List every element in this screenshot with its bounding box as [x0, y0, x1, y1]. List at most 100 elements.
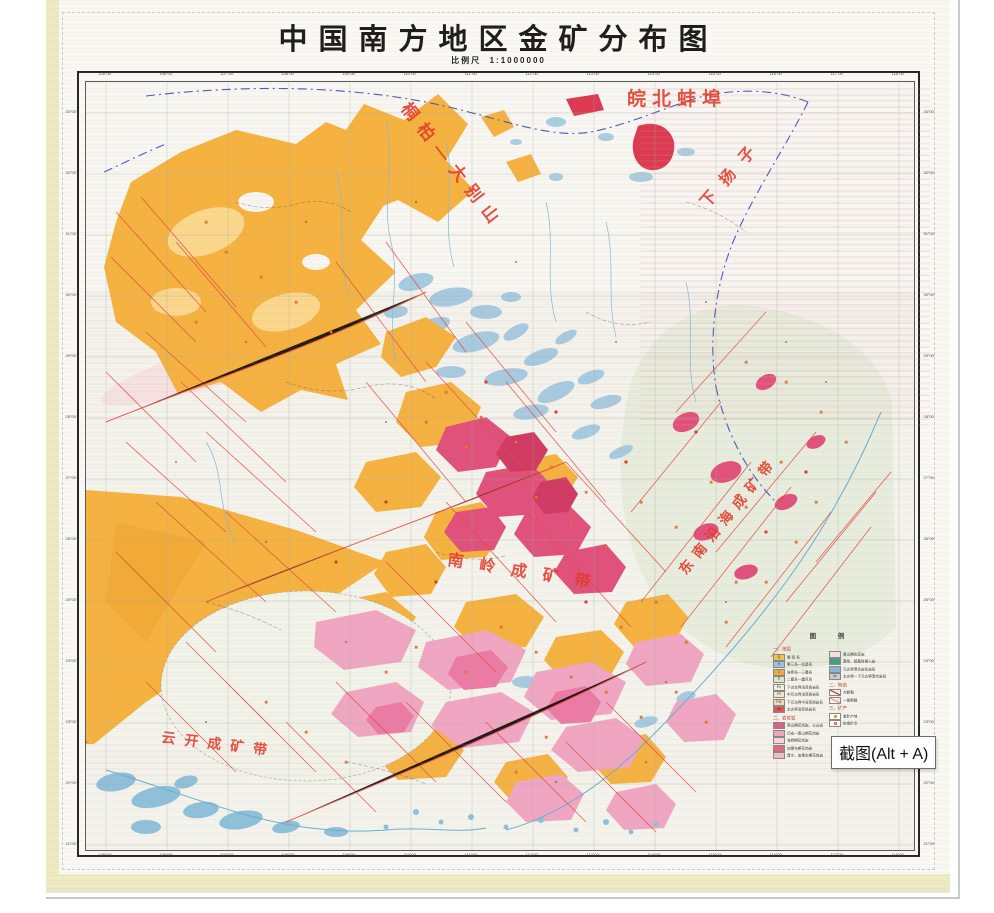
- page-edge-shadow: [46, 888, 950, 891]
- legend-row: P 二叠系—震旦系: [773, 676, 827, 683]
- legend-swatch: J: [773, 668, 785, 676]
- legend-row: 加里东期花岗岩: [773, 744, 827, 752]
- legend-header-structure: 二、构造: [829, 682, 848, 688]
- legend-row-label: 太古界—下元古界混合岩系: [843, 674, 887, 680]
- legend-row-label: 喜山期玄武岩: [843, 652, 865, 657]
- legend-row: 大断裂: [829, 689, 883, 696]
- legend-swatch: Q: [773, 653, 785, 661]
- scale-value: 1:1000000: [489, 56, 546, 65]
- legend-row-label: 元古界混合岩化岩系: [843, 667, 876, 672]
- screenshot-tooltip: 截图(Alt + A): [831, 736, 937, 769]
- legend-row: 基性、超基性侵入岩: [829, 658, 883, 665]
- legend-row: 印支—燕山期花岗岩: [773, 729, 827, 737]
- legend-row: 海西期花岗岩: [773, 737, 827, 744]
- legend-row-label: 燕山期花岗岩、火山岩: [787, 723, 824, 729]
- fault-lines: [105, 196, 892, 833]
- legend-swatch: [829, 658, 841, 665]
- legend-row-label: 一般断裂: [843, 698, 858, 703]
- legend-row: 砂金矿点: [829, 720, 883, 727]
- legend-row: J 侏罗系—三叠系: [773, 668, 827, 676]
- map-scale: 比例尺 1:1000000: [77, 55, 920, 66]
- page-decorative-border: [62, 12, 935, 870]
- legend-row: 晋宁、加里东期花岗岩: [773, 752, 827, 759]
- map-inner-frame: [85, 81, 915, 851]
- legend-swatch: [773, 722, 785, 729]
- region-coastal-blue: [96, 772, 659, 837]
- region-east-highland: [620, 305, 896, 670]
- legend-column-right: 喜山期玄武岩基性、超基性侵入岩 元古界混合岩化岩系 Ar 太古界—下元古界混合岩系 二…: [829, 644, 887, 728]
- legend-row-label: 大断裂: [843, 690, 854, 696]
- scale-label: 比例尺: [451, 56, 482, 65]
- page-title: 中国南方地区金矿分布图: [278, 24, 719, 56]
- boundary-squiggles: [205, 201, 747, 785]
- legend-swatch: K: [773, 661, 785, 668]
- legend-row-label: 砂金矿点: [843, 721, 858, 727]
- page-edge-left: [46, 0, 59, 893]
- map-text-specks: [86, 201, 827, 783]
- legend-row: 一般断裂: [829, 696, 883, 704]
- legend-header-minerals: 三、矿产: [829, 705, 848, 712]
- rivers: [205, 121, 697, 543]
- legend-swatch: Pz: [773, 683, 785, 691]
- graticule-grid: [86, 82, 914, 850]
- legend-swatch: [829, 665, 841, 673]
- region-nw-orange: [104, 122, 396, 412]
- legend-row: 元古界混合岩化岩系: [829, 665, 883, 673]
- legend-row-label: 加里东期花岗岩: [787, 746, 813, 751]
- legend-row: 喜山期玄武岩: [829, 650, 883, 658]
- legend-row-label: 基性、超基性侵入岩: [843, 659, 876, 665]
- legend-title: 图 例: [809, 633, 855, 640]
- legend-row-label: 海西期花岗岩: [787, 738, 809, 744]
- map-outer-frame: [77, 71, 920, 857]
- legend-swatch: Ar: [829, 673, 841, 680]
- legend-swatch: [773, 737, 785, 744]
- legend-row-label: 侏罗系—三叠系: [787, 670, 813, 675]
- legend-swatch: Ar: [773, 706, 785, 713]
- region-label-wanbei-bengbu: 皖北蚌埠: [627, 89, 728, 110]
- legend-strata-rows-2: 喜山期玄武岩基性、超基性侵入岩 元古界混合岩化岩系 Ar 太古界—下元古界混合岩系: [829, 650, 887, 680]
- legend-row-label: 第 四 系: [787, 655, 800, 660]
- legend-structure-rows: 大断裂 一般断裂: [829, 689, 883, 704]
- fault-major-symbol: [829, 689, 841, 696]
- legend-row: Ar 太古界—下元古界混合岩系: [829, 673, 887, 680]
- legend-row: Pz 下古生界浅变质岩系: [773, 683, 827, 691]
- legend-swatch: [829, 650, 841, 658]
- gold-occurrence-markers: [334, 380, 808, 604]
- legend-swatch: P: [773, 676, 785, 683]
- dashed-boundary: [103, 87, 809, 503]
- geological-map-image: [86, 82, 914, 850]
- legend-swatch: [773, 752, 785, 759]
- legend-row: Pt1 下元古界中深变质岩系: [773, 698, 827, 706]
- legend-swatch: [773, 729, 785, 737]
- legend-row: 金矿产地: [829, 712, 883, 720]
- legend-row-label: 太古界深变质岩系: [787, 707, 816, 713]
- legend-row: Ar 太古界深变质岩系: [773, 706, 827, 713]
- legend-row: Pt 中元古界浅变质岩系: [773, 691, 827, 698]
- region-pale-circle: [160, 590, 452, 782]
- legend-magmatic-rows: 燕山期花岗岩、火山岩 印支—燕山期花岗岩 海西期花岗岩 加里东期花岗岩晋宁、加里东期花…: [773, 722, 827, 759]
- legend-row: K 第三系—白垩系: [773, 661, 827, 668]
- legend-row-label: 第三系—白垩系: [787, 662, 813, 668]
- gold-occurrence-symbol: [829, 720, 841, 727]
- legend-row-label: 晋宁、加里东期花岗岩: [787, 753, 824, 759]
- legend-row-label: 下元古界中深变质岩系: [787, 700, 824, 705]
- legend-swatch: Pt: [773, 691, 785, 698]
- legend-header-strata: 一、地层: [773, 646, 792, 653]
- fault-minor-symbol: [829, 696, 841, 704]
- legend-row-label: 金矿产地: [843, 714, 858, 719]
- legend-row-label: 印支—燕山期花岗岩: [787, 731, 820, 736]
- legend-swatch: Pt1: [773, 698, 785, 706]
- legend-mineral-rows: 金矿产地 砂金矿点: [829, 712, 883, 727]
- legend-row-label: 二叠系—震旦系: [787, 677, 813, 683]
- gold-deposit-markers: [194, 220, 848, 774]
- region-crimson: [436, 373, 826, 594]
- gold-deposit-symbol: [829, 712, 841, 720]
- legend-swatch: [773, 744, 785, 752]
- legend-row-label: 下古生界浅变质岩系: [787, 685, 820, 690]
- legend-row: 燕山期花岗岩、火山岩: [773, 722, 827, 729]
